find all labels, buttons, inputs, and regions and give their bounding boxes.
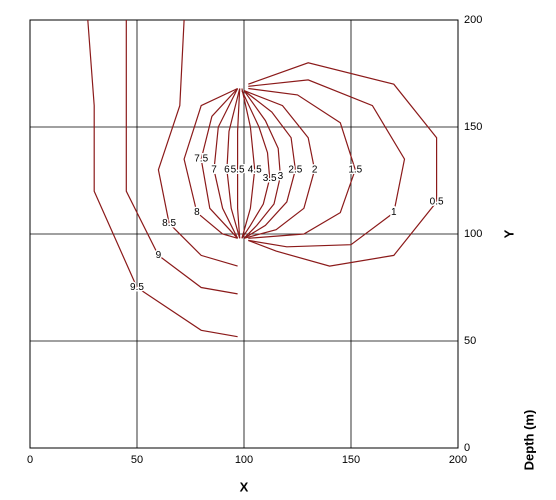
contour-line <box>248 79 406 248</box>
contour-line <box>87 19 238 338</box>
x-tick-label: 200 <box>449 454 467 466</box>
contour-label: 6 <box>224 164 230 175</box>
contour-line <box>248 87 356 239</box>
contour-label: 3.5 <box>263 173 277 184</box>
contour-label: 1 <box>391 207 397 218</box>
contour-label: 7.5 <box>194 154 208 165</box>
contour-line <box>213 88 239 239</box>
contour-label: 8 <box>194 207 200 218</box>
contour-line <box>157 19 238 267</box>
colorbar-label: Depth (m) <box>521 410 536 471</box>
contour-label: 9 <box>156 250 162 261</box>
contour-label: 8.5 <box>162 218 176 229</box>
contour-label: 3 <box>278 171 284 182</box>
y-tick-label: 200 <box>464 14 482 26</box>
contour-label: 7 <box>211 164 217 175</box>
contour-line <box>125 20 238 295</box>
contour-label: 2.5 <box>288 164 302 175</box>
y-axis-title: Y <box>501 229 516 238</box>
contour-label: 4.5 <box>248 164 262 175</box>
y-tick-label: 150 <box>464 121 482 133</box>
contour-label: 5.5 <box>231 164 245 175</box>
contour-label: 0.5 <box>430 197 444 208</box>
contour-label: 9.5 <box>130 282 144 293</box>
contour-line <box>183 87 238 239</box>
contour-line <box>226 88 241 239</box>
contour-line <box>243 90 316 239</box>
contour-line <box>241 90 271 239</box>
x-tick-label: 0 <box>27 454 33 466</box>
contour-label: 2 <box>312 164 318 175</box>
contour-line <box>248 62 438 267</box>
y-tick-label: 0 <box>464 442 470 454</box>
contour-line <box>237 88 241 239</box>
contour-label: 1.5 <box>348 164 362 175</box>
contour-line <box>241 88 256 239</box>
contour-line <box>243 90 297 239</box>
contour-line <box>200 88 239 239</box>
x-tick-label: 150 <box>342 454 360 466</box>
x-axis-title: X <box>240 479 249 494</box>
y-tick-label: 100 <box>464 228 482 240</box>
y-tick-label: 50 <box>464 335 476 347</box>
x-tick-label: 100 <box>235 454 253 466</box>
x-tick-label: 50 <box>131 454 143 466</box>
contour-line <box>243 90 282 239</box>
